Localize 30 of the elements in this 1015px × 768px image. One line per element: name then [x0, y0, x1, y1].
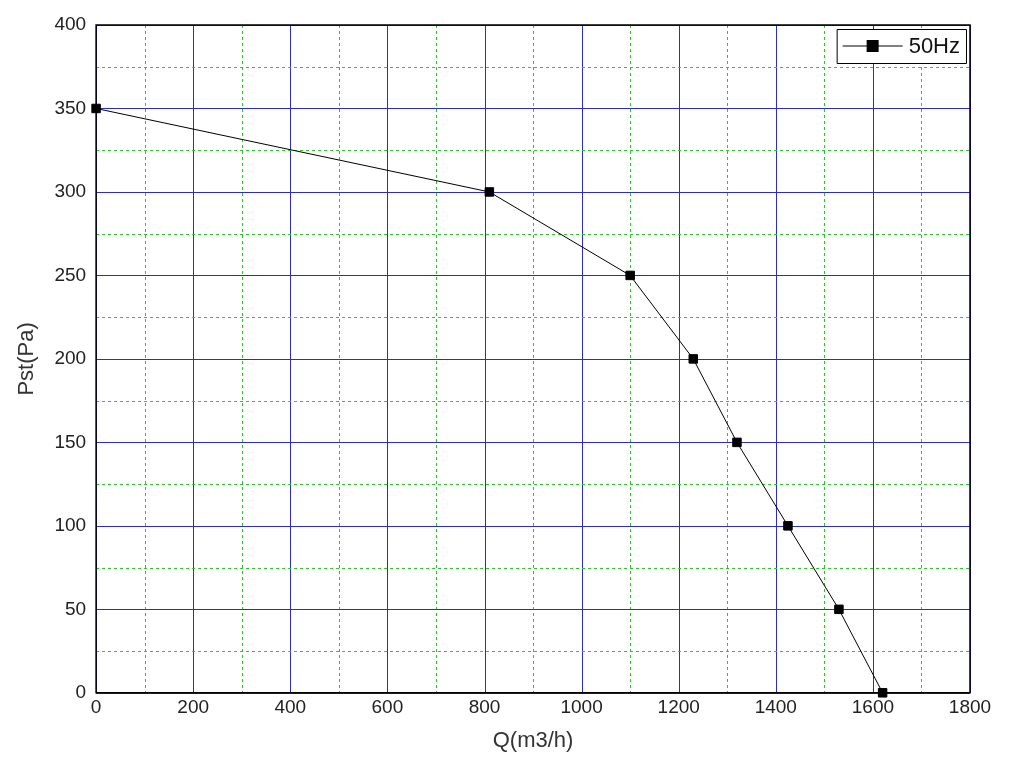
x-tick-label: 200: [177, 696, 210, 718]
point: [484, 187, 495, 197]
y-tick-label: 50: [64, 597, 87, 619]
y-tick-label: 350: [54, 96, 87, 118]
x-tick-label: 1600: [851, 696, 895, 718]
point: [688, 354, 699, 364]
point: [91, 103, 101, 114]
legend-label: 50Hz: [908, 33, 960, 59]
x-tick-label: 800: [468, 696, 501, 718]
point: [877, 688, 888, 698]
x-tick-label: 1000: [560, 696, 603, 718]
point: [732, 437, 742, 448]
y-axis-title: Pst(Pa): [13, 322, 39, 396]
x-tick-label: 1200: [657, 696, 700, 718]
x-tick-label: 1800: [948, 696, 992, 718]
x-axis-title: Q(m3/h): [492, 726, 574, 752]
point: [834, 604, 844, 615]
point: [625, 270, 635, 281]
y-tick-label: 0: [75, 681, 87, 703]
x-tick-label: 600: [371, 696, 404, 718]
y-tick-label: 300: [54, 180, 87, 202]
y-tick-label: 200: [54, 347, 87, 369]
point: [783, 521, 793, 531]
y-tick-label: 100: [54, 514, 87, 536]
x-tick-label: 1400: [754, 696, 797, 718]
x-tick-label: 400: [274, 696, 307, 718]
x-tick-label: 0: [90, 696, 102, 718]
y-tick-label: 150: [54, 430, 87, 452]
y-tick-label: 250: [54, 263, 87, 285]
y-tick-label: 400: [54, 13, 87, 35]
